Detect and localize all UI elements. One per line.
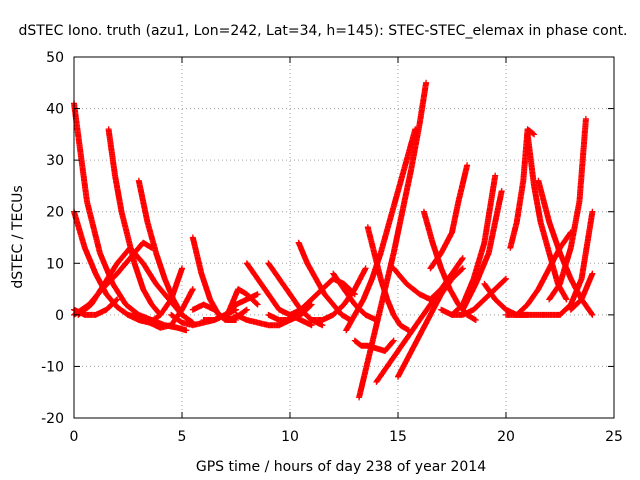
grid-lines [74,57,614,418]
series-18 [265,301,315,323]
series-28 [395,265,466,380]
y-tick-label: 10 [46,256,64,272]
series-22 [308,265,369,323]
series-42 [567,270,596,313]
series-markers [459,188,505,313]
x-tick-label: 15 [389,429,407,445]
series-markers [343,126,419,334]
series-34 [438,275,509,318]
chart-title: dSTEC Iono. truth (azu1, Lon=242, Lat=34… [18,23,627,39]
series-markers [503,311,563,318]
x-axis-title: GPS time / hours of day 238 of year 2014 [196,459,486,475]
series-markers [546,115,589,303]
series-29 [390,255,466,303]
x-tick-label: 0 [70,429,79,445]
series-markers [265,301,315,323]
x-tick-label: 5 [178,429,187,445]
x-tick-label: 20 [497,429,515,445]
series-24 [343,126,419,334]
y-tick-label: -10 [41,359,64,375]
y-tick-label: 50 [46,50,64,66]
series-markers [364,224,412,334]
series-markers [567,270,596,313]
series-40 [546,115,589,303]
series-markers [222,286,261,323]
plot-frame [73,56,615,419]
series-markers [427,162,471,272]
y-tick-label: -20 [41,411,64,427]
series-markers [438,275,509,318]
series-markers [390,255,466,303]
data-points [71,79,596,401]
series-33 [459,188,505,313]
y-tick-label: 0 [55,308,64,324]
series-markers [308,265,369,323]
series-25 [356,79,430,401]
series-6 [105,126,164,318]
series-31 [427,162,471,272]
series-markers [356,79,430,401]
series-43 [503,311,563,318]
x-tick-label: 10 [281,429,299,445]
series-14 [222,286,261,323]
y-tick-label: 30 [46,153,64,169]
axis-ticks: 0 5 10 15 20 25 -20 -10 0 10 20 30 40 50 [41,50,623,445]
y-axis-title: dSTEC / TECUs [10,185,26,288]
series-26 [364,224,412,334]
x-tick-label: 25 [605,429,623,445]
y-tick-label: 40 [46,102,64,118]
y-tick-label: 20 [46,205,64,221]
series-markers [395,265,466,380]
series-markers [105,126,164,318]
